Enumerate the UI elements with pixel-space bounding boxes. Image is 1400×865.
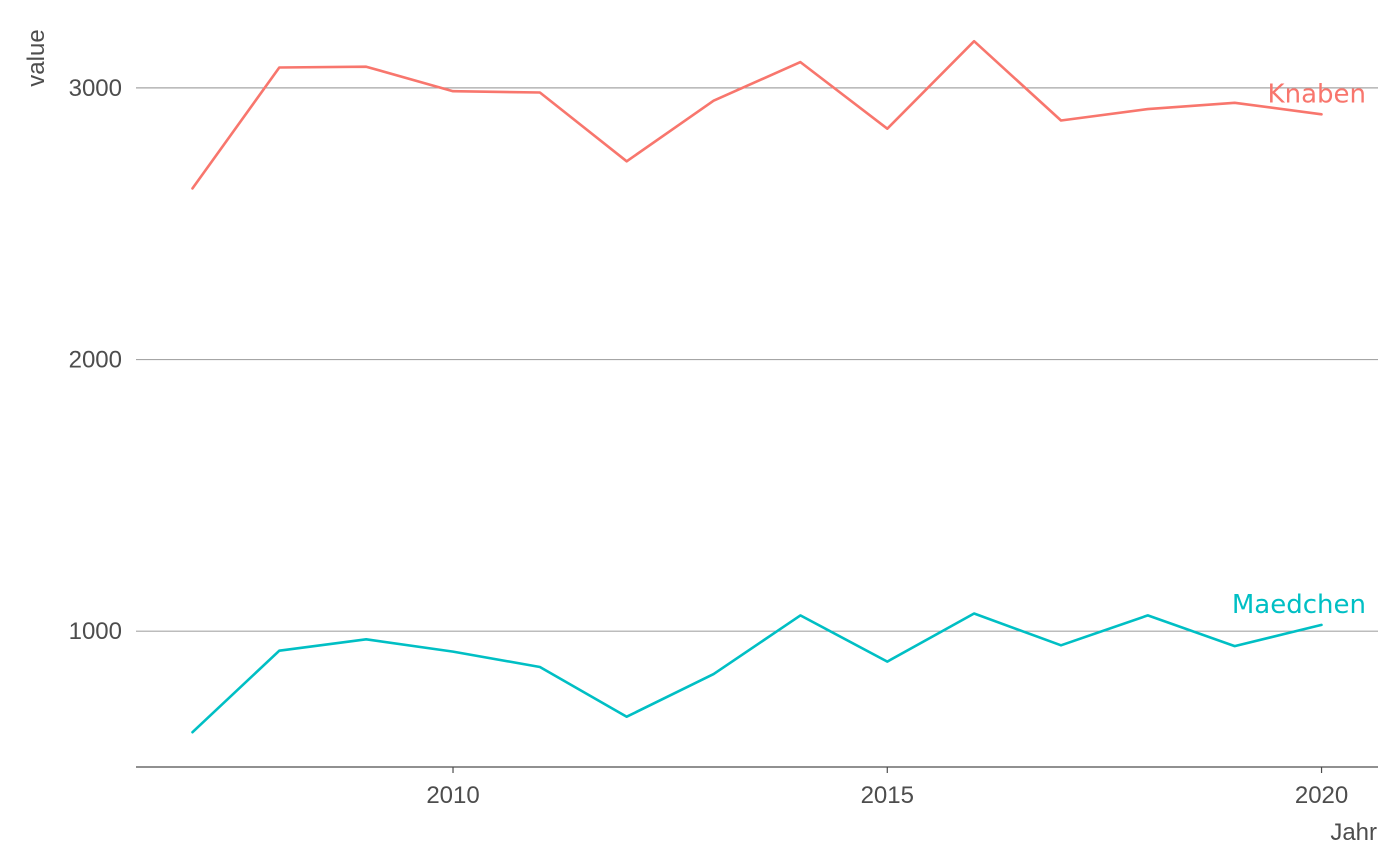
y-tick-label-2000: 2000 xyxy=(69,347,122,374)
x-tick-label-2020: 2020 xyxy=(1295,782,1348,809)
series-label-knaben: Knaben xyxy=(1268,79,1366,109)
y-tick-label-1000: 1000 xyxy=(69,618,122,645)
y-tick-labels: 1000 2000 3000 xyxy=(69,75,122,645)
x-axis-title: Jahr xyxy=(1330,819,1377,846)
series-line-maedchen xyxy=(191,612,1323,734)
x-tick-label-2010: 2010 xyxy=(426,782,479,809)
axis-layer xyxy=(136,766,1378,773)
x-tick-label-2015: 2015 xyxy=(861,782,914,809)
grid-layer xyxy=(136,87,1378,632)
series-line-knaben xyxy=(191,39,1323,190)
series-label-maedchen: Maedchen xyxy=(1232,590,1366,620)
y-tick-label-3000: 3000 xyxy=(69,75,122,102)
y-axis-title: value xyxy=(23,29,50,86)
series-layer: Knaben Maedchen xyxy=(191,39,1366,734)
x-tick-labels: 2010 2015 2020 xyxy=(426,782,1348,809)
